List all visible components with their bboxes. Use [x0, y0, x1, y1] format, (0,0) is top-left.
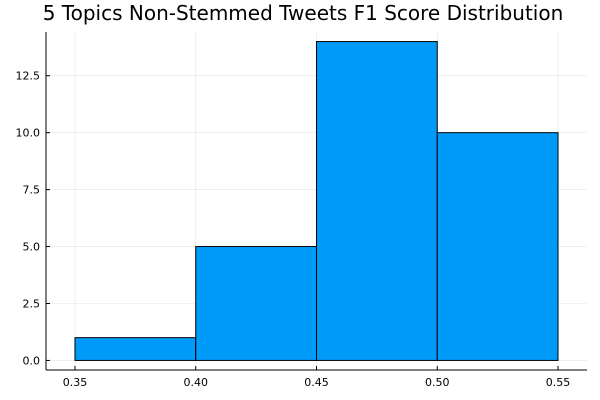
histogram-bar	[74, 337, 197, 361]
y-axis-ticks: 0.0 2.5 5.0 7.5 10.0 12.5	[16, 70, 50, 367]
x-axis-ticks: 0.35 0.40 0.45 0.50 0.55	[63, 366, 571, 389]
x-tick-label: 0.35	[63, 376, 88, 389]
y-tick-label: 7.5	[23, 184, 41, 197]
histogram-bar	[316, 41, 438, 361]
y-tick-label: 2.5	[23, 297, 41, 310]
histogram-bar	[436, 132, 559, 361]
x-tick-label: 0.50	[425, 376, 450, 389]
x-tick-label: 0.45	[304, 376, 329, 389]
chart-title: 5 Topics Non-Stemmed Tweets F1 Score Dis…	[43, 1, 564, 25]
y-tick-label: 5.0	[23, 241, 41, 254]
x-tick-label: 0.55	[546, 376, 571, 389]
y-tick-label: 10.0	[16, 127, 41, 140]
histogram-bars	[74, 41, 559, 361]
x-tick-label: 0.40	[183, 376, 208, 389]
y-tick-label: 0.0	[23, 354, 41, 367]
y-tick-label: 12.5	[16, 70, 41, 83]
histogram-bar	[195, 246, 317, 361]
